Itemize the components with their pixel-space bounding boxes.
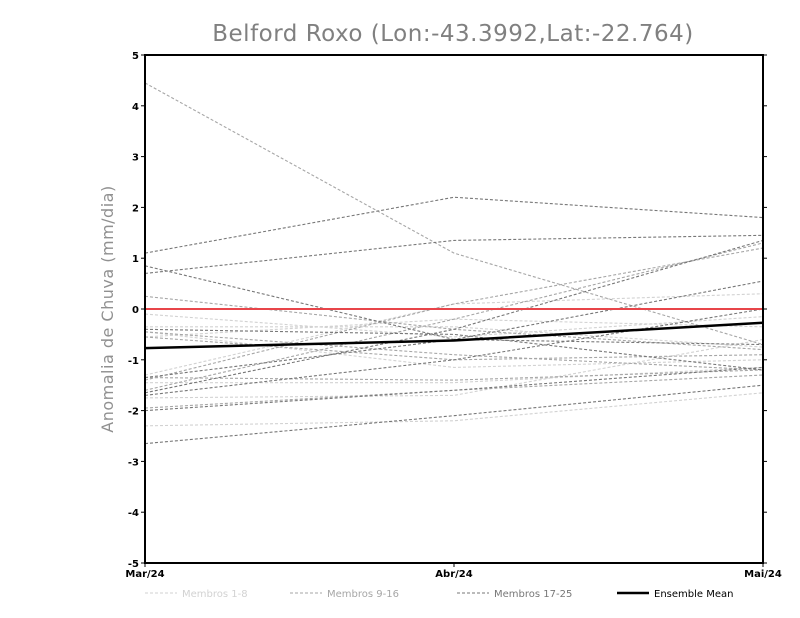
member-line-21 (144, 239, 764, 394)
member-line-23 (144, 366, 764, 412)
member-line-18 (144, 234, 764, 274)
member-line-2 (144, 331, 764, 368)
member-line-3 (145, 366, 764, 384)
legend-label: Membros 9-16 (327, 589, 399, 600)
member-line-9 (144, 82, 764, 346)
legend-label: Membros 17-25 (494, 589, 572, 600)
y-tick-label: -2 (128, 407, 139, 418)
member-line-5 (144, 313, 764, 338)
member-line-11 (144, 247, 764, 381)
y-axis-label: Anomalia de Chuva (mm/dia) (98, 185, 117, 432)
y-tick-label: -1 (128, 356, 139, 367)
member-line-15 (144, 374, 764, 409)
y-tick-label: 0 (132, 305, 139, 316)
member-line-22 (144, 384, 764, 445)
member-line-4 (144, 392, 764, 427)
member-line-24 (144, 308, 764, 396)
x-tick-label: Mai/24 (744, 569, 782, 580)
ensemble-mean-line (144, 321, 764, 350)
member-line-7 (144, 318, 764, 338)
legend: Membros 1-8 Membros 9-16 Membros 17-25 Ense… (145, 589, 733, 600)
y-tick-label: 1 (132, 254, 139, 265)
chart-title: Belford Roxo (Lon:-43.3992,Lat:-22.764) (212, 21, 693, 47)
y-tick-label: 2 (132, 203, 139, 214)
y-tick-label: 5 (132, 51, 139, 62)
member-line-1 (145, 326, 764, 348)
y-tick-label: -4 (128, 508, 139, 519)
y-tick-label: 3 (132, 153, 139, 164)
y-tick-label: -5 (128, 559, 139, 570)
mean-layer (144, 321, 764, 350)
y-tick-label: 4 (132, 102, 139, 113)
member-line-14 (144, 336, 764, 361)
legend-label: Ensemble Mean (654, 589, 733, 600)
x-tick-label: Abr/24 (435, 569, 472, 580)
member-line-19 (144, 265, 764, 346)
member-line-13 (144, 242, 764, 391)
legend-label: Membros 1-8 (182, 589, 248, 600)
series-layer (144, 82, 764, 445)
member-line-25 (144, 328, 764, 371)
tick-layer: -5 -4 -3 -2 -1 0 1 2 3 4 5 Mar/24 Abr/24 Mai/24 (125, 51, 781, 580)
y-tick-label: -3 (128, 457, 139, 468)
member-line-12 (144, 331, 764, 371)
member-line-17 (144, 196, 764, 254)
member-line-6 (144, 293, 764, 376)
member-line-16 (144, 369, 764, 381)
x-tick-label: Mar/24 (125, 569, 164, 580)
